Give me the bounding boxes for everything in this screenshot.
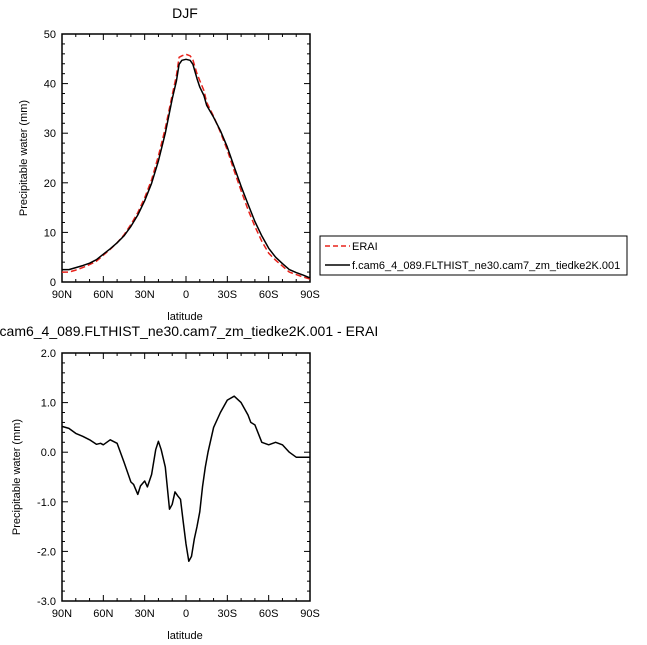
panel-1-ytick-label: 10 <box>44 227 56 239</box>
panel-1-frame <box>61 33 311 283</box>
panel-2-xlabel: latitude <box>167 630 202 642</box>
legend-label-model: f.cam6_4_089.FLTHIST_ne30.cam7_zm_tiedke… <box>352 260 620 272</box>
panel-2-xtick-label: 90S <box>300 608 320 620</box>
panel-2-ytick-label: -2.0 <box>37 546 56 558</box>
panel-1-xtick-label: 30N <box>135 289 155 301</box>
panel-1-legend: ERAI f.cam6_4_089.FLTHIST_ne30.cam7_zm_t… <box>319 235 628 276</box>
panel-1-xtick-label: 90S <box>300 289 320 301</box>
panel-1-series-line-0 <box>62 53 311 280</box>
panel-2-xtick-label: 90N <box>52 608 72 620</box>
panel-2-xtick-label: 30S <box>218 608 238 620</box>
panel-1-ytick-label: 20 <box>44 178 56 190</box>
panel-1-title: DJF <box>172 5 198 21</box>
panel-1-plot-area: 90N 60N 30N 0 30S 60S 90S 0 10 20 30 40 50 <box>44 29 320 301</box>
panel-1-ytick-label: 0 <box>50 277 56 289</box>
panel-2-ytick-label: 0.0 <box>41 447 56 459</box>
panel-1-ytick-label: 40 <box>44 79 56 91</box>
panel-2-series-line-0 <box>61 395 310 563</box>
panel-1-ylabel: Precipitable water (mm) <box>18 100 30 216</box>
panel-2-xtick-label: 60N <box>93 608 113 620</box>
panel-2-ylabel: Precipitable water (mm) <box>11 419 23 535</box>
legend-label-erai: ERAI <box>352 241 378 253</box>
panel-2-frame <box>61 352 311 602</box>
panel-2-title: f.cam6_4_089.FLTHIST_ne30.cam7_zm_tiedke… <box>0 323 378 339</box>
panel-1-xtick-label: 90N <box>52 289 72 301</box>
panel-2-xtick-label: 0 <box>183 608 189 620</box>
panel-2-xtick-label: 30N <box>135 608 155 620</box>
panel-1-xtick-label: 60S <box>259 289 279 301</box>
panel-1-xtick-label: 30S <box>218 289 238 301</box>
panel-2-ytick-label: 2.0 <box>41 348 56 360</box>
panel-2-plot-area: 90N 60N 30N 0 30S 60S 90S -3.0 -2.0 -1.0 0.0 1.0 2.0 <box>37 348 320 620</box>
panel-2-ytick-label: -3.0 <box>37 596 56 608</box>
panel-1-ytick-label: 30 <box>44 128 56 140</box>
panel-2-xtick-label: 60S <box>259 608 279 620</box>
panel-2-ytick-label: 1.0 <box>41 398 56 410</box>
panel-1-xlabel: latitude <box>167 311 202 323</box>
panel-1-chart: DJF 90N 60N 30N 0 30S 60S 90S 0 10 20 30 40 50 latit… <box>18 5 320 323</box>
panel-1-series-line-1 <box>62 58 311 279</box>
panel-1-xtick-label: 60N <box>93 289 113 301</box>
panel-2-ytick-label: -1.0 <box>37 497 56 509</box>
legend-box <box>319 235 628 276</box>
panel-1-xtick-label: 0 <box>183 289 189 301</box>
panel-2-chart: f.cam6_4_089.FLTHIST_ne30.cam7_zm_tiedke… <box>0 323 378 642</box>
panel-1-ytick-label: 50 <box>44 29 56 41</box>
